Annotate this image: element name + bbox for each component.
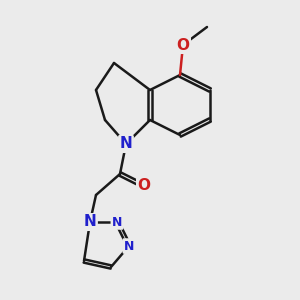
Text: O: O: [137, 178, 151, 194]
Text: O: O: [176, 38, 190, 52]
Text: N: N: [120, 136, 132, 152]
Text: N: N: [84, 214, 96, 230]
Text: N: N: [124, 239, 134, 253]
Text: N: N: [112, 215, 122, 229]
